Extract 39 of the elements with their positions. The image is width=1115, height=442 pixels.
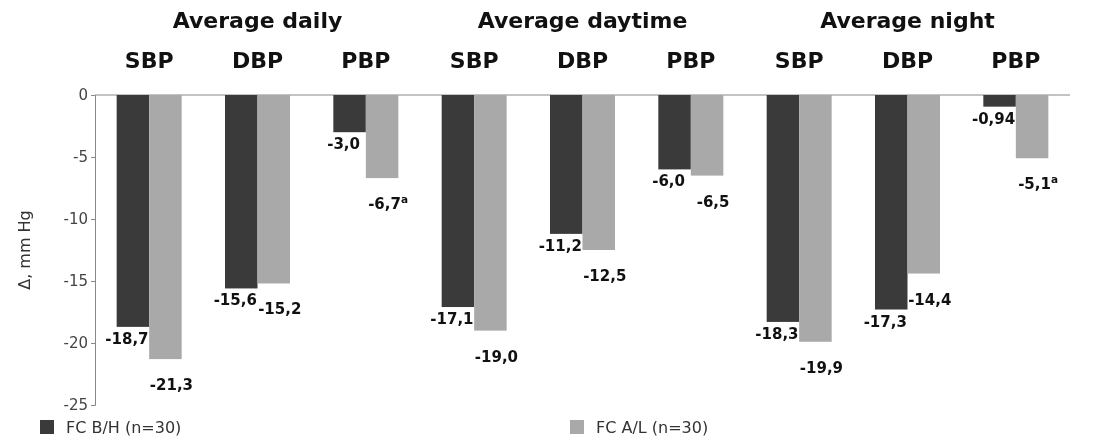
y-tick-label: -15: [63, 272, 88, 291]
data-label: -19,0: [474, 347, 519, 366]
x-tick-label: SBP: [774, 48, 824, 73]
x-tick-label: SBP: [124, 48, 174, 73]
y-axis-title: Δ, mm Hg: [15, 210, 34, 290]
data-label: -6,0: [652, 172, 685, 191]
legend-label: FC B/H (n=30): [66, 418, 182, 437]
data-label: -3,0: [327, 135, 360, 154]
data-label: -15,6: [213, 291, 257, 310]
data-label: -17,1: [430, 310, 474, 329]
data-label: -17,3: [863, 312, 907, 331]
data-label: -12,5: [583, 267, 627, 285]
data-label: -18,7: [105, 329, 149, 348]
y-tick-label: -5: [73, 148, 88, 167]
data-label: -11,2: [538, 236, 582, 255]
legend-label: FC A/L (n=30): [596, 418, 709, 437]
y-tick-label: -25: [63, 396, 88, 415]
data-label: -19,9: [799, 358, 844, 377]
x-tick-label: PBP: [666, 48, 716, 73]
x-tick-label: DBP: [231, 48, 284, 73]
x-tick-label: DBP: [881, 48, 934, 73]
y-tick-label: -10: [63, 210, 88, 229]
data-label: -15,2: [258, 300, 302, 319]
data-label: -14,4: [908, 290, 952, 309]
text: Average night: [820, 8, 996, 33]
text: Average daytime: [477, 8, 688, 33]
data-label: -6,5: [696, 192, 730, 211]
data-label: -6,7$^{a}$: [368, 193, 409, 214]
x-tick-label: DBP: [556, 48, 609, 73]
x-tick-label: SBP: [449, 48, 499, 73]
y-tick-label: 0: [78, 86, 88, 105]
data-label: -0,94: [971, 109, 1016, 128]
y-tick-label: -20: [63, 334, 88, 353]
text: Average daily: [172, 8, 343, 33]
x-tick-label: PBP: [991, 48, 1041, 73]
x-tick-label: PBP: [341, 48, 391, 73]
data-label: -5,1$^{a}$: [1018, 173, 1059, 194]
data-label: -21,3: [149, 376, 194, 395]
data-label: -18,3: [755, 324, 799, 343]
